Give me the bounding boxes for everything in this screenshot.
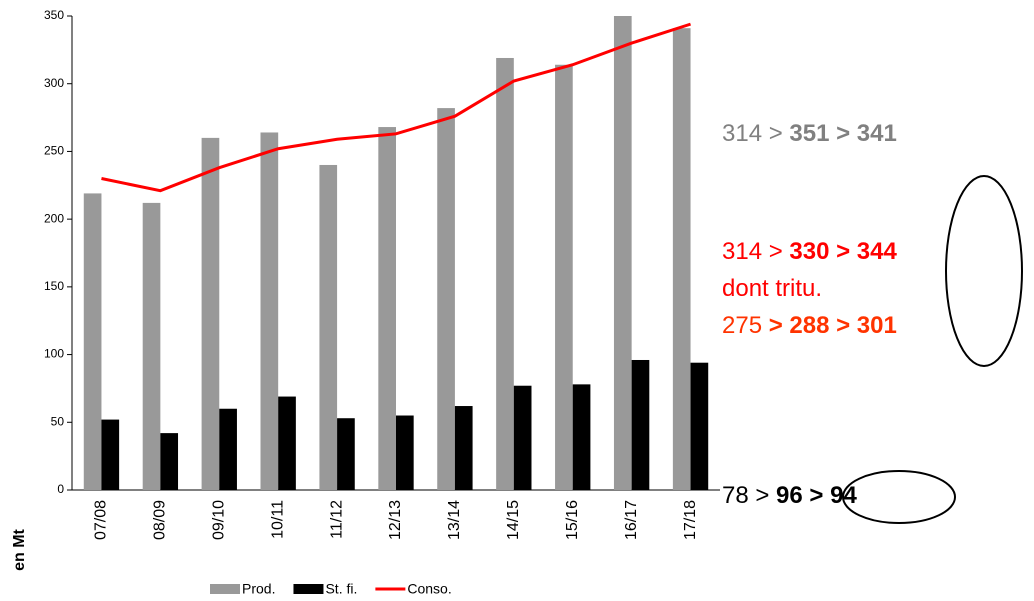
bar (572, 384, 591, 490)
legend-label: St. fi. (325, 581, 357, 597)
x-tick-label: 14/15 (505, 500, 522, 540)
x-tick-label: 17/18 (682, 500, 699, 540)
annotation-part: 351 > 341 (789, 120, 896, 147)
y-tick-label: 50 (51, 414, 65, 428)
y-axis-label: en Mt (11, 528, 28, 570)
annotation-part: dont tritu. (722, 275, 822, 302)
annotation-part: 314 > (722, 120, 789, 147)
x-tick-label: 13/14 (446, 500, 463, 540)
line (101, 22, 692, 193)
annotation-part: 330 > 344 (789, 238, 897, 265)
x-tick-label: 10/11 (269, 500, 286, 539)
x-tick-label: 16/17 (623, 500, 640, 540)
bar (160, 433, 179, 490)
annotation: 275 > 288 > 301 (722, 312, 897, 339)
annotation: 78 > 96 > 94 (722, 482, 857, 509)
annotation-part: 78 > (722, 482, 776, 509)
bar (142, 202, 161, 490)
y-tick-label: 100 (44, 347, 64, 361)
bar (319, 164, 338, 490)
y-tick-label: 0 (57, 482, 64, 496)
bar (613, 16, 632, 490)
annotation-part: > 288 > 301 (769, 312, 897, 339)
bar (454, 406, 473, 490)
annotation: 314 > 330 > 344 (722, 238, 897, 265)
annotation-part: 96 > 94 (776, 482, 857, 509)
y-tick-label: 150 (44, 279, 64, 293)
bar (337, 418, 355, 490)
annotation: 314 > 351 > 341 (722, 120, 897, 147)
legend-swatch (293, 584, 324, 594)
bar (555, 64, 573, 490)
bar (201, 137, 220, 490)
y-tick-label: 300 (44, 76, 64, 90)
y-tick-label: 350 (44, 8, 64, 22)
bar (219, 408, 237, 490)
bar (631, 359, 650, 490)
annotation: dont tritu. (722, 275, 822, 302)
annotation-part: 314 > (722, 238, 789, 265)
y-tick-label: 200 (44, 211, 64, 225)
bar (101, 419, 120, 490)
x-tick-label: 15/16 (564, 500, 581, 540)
x-tick-label: 08/09 (152, 500, 169, 540)
bar (278, 396, 296, 490)
bar (396, 415, 414, 490)
legend-label: Prod. (242, 581, 275, 597)
legend-swatch (210, 584, 240, 594)
x-tick-label: 12/13 (387, 500, 404, 540)
y-tick-label: 250 (44, 144, 64, 158)
highlight-ellipse (842, 470, 956, 524)
x-tick-label: 11/12 (328, 500, 345, 539)
x-tick-label: 09/10 (210, 500, 227, 540)
bar (437, 108, 455, 490)
legend-label: Conso. (407, 581, 451, 597)
x-tick-label: 07/08 (93, 500, 110, 540)
bar (690, 362, 709, 490)
bar (513, 385, 532, 490)
bar (496, 57, 514, 490)
bar (378, 127, 396, 490)
bar (260, 132, 279, 490)
bar (672, 28, 691, 490)
bar (83, 193, 102, 490)
highlight-ellipse (945, 175, 1023, 367)
annotation-part: 275 (722, 312, 769, 339)
